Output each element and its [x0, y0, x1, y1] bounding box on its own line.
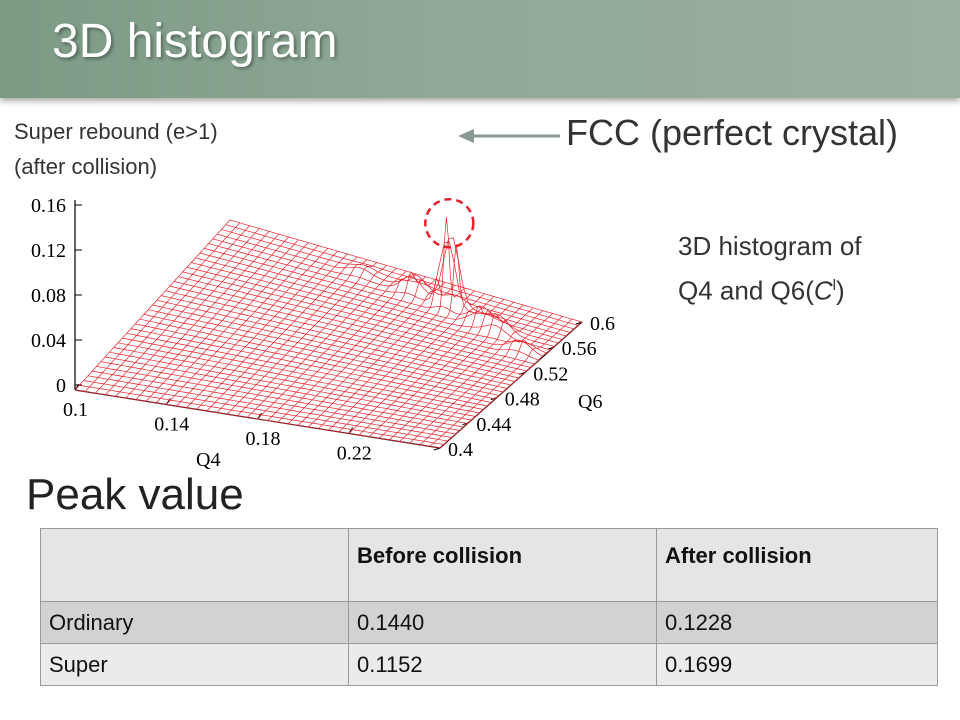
plot-annotations	[424, 129, 560, 249]
mesh-line-q4	[87, 375, 452, 438]
mesh-line-q4	[130, 328, 492, 403]
q6-tick-label: 0.56	[562, 338, 597, 360]
q6-tick-label: 0.6	[590, 313, 615, 335]
fcc-arrow-head	[458, 129, 474, 143]
mesh-line-q4	[212, 237, 567, 337]
mesh-line-q4	[96, 366, 460, 431]
z-tick-label: 0.04	[31, 330, 66, 352]
table-cell: Super	[40, 643, 349, 686]
peak-value-heading: Peak value	[26, 470, 244, 519]
z-tick-label: 0.08	[31, 285, 66, 307]
mesh-line-q4	[105, 356, 468, 424]
q6-tick	[575, 321, 583, 325]
q4-tick-label: 0.22	[337, 443, 372, 465]
table-row: Ordinary 0.1440 0.1228	[40, 601, 938, 644]
hist-caption-sup: l	[832, 277, 836, 294]
table-header-cell	[40, 528, 349, 602]
mesh-line-q4	[186, 266, 543, 357]
hist-caption-prefix: Q4 and Q6(	[678, 275, 814, 306]
hist-caption-line-2: Q4 and Q6(Cl)	[678, 266, 862, 311]
mesh-line-q4	[109, 351, 472, 421]
table-cell: 0.1699	[656, 643, 938, 686]
fcc-peak-circle	[424, 197, 475, 249]
q4-tick-label: 0.18	[246, 428, 281, 450]
mesh-line-q4	[204, 247, 559, 344]
surface-plot: 0 0.04 0.08 0.12 0.16 0.1 0.14 0.18 0.22 0.40.44 0…	[31, 129, 615, 471]
mesh-line-q4	[139, 318, 500, 396]
mesh-line-q4	[74, 389, 441, 449]
hist-caption-line-1: 3D histogram of	[678, 231, 862, 261]
mesh-line-q4	[225, 224, 579, 326]
mesh-line-q4	[173, 281, 531, 368]
mesh-line-q4	[182, 271, 539, 361]
mesh-line-q4	[221, 229, 575, 330]
mesh-line-q4	[79, 384, 444, 445]
peak-value-table: Before collision After collision Ordinar…	[40, 528, 938, 686]
plot-labels: 0 0.04 0.08 0.12 0.16 0.1 0.14 0.18 0.22 0.40.44 0…	[31, 195, 615, 471]
mesh-line-q4	[217, 233, 571, 333]
z-tick-label: 0	[56, 375, 66, 397]
mesh-line-q4	[169, 285, 527, 372]
mesh-line-q4	[229, 219, 583, 323]
histogram-description: 3D histogram of Q4 and Q6(Cl)	[678, 226, 862, 311]
q6-tick	[433, 447, 441, 451]
fcc-annotation-label: FCC (perfect crystal)	[566, 112, 899, 153]
mesh-line-q4	[156, 299, 515, 382]
table-row: Super 0.1152 0.1699	[40, 643, 938, 686]
z-tick-label: 0.16	[31, 195, 66, 217]
table-header-row: Before collision After collision	[40, 528, 938, 602]
mesh-line-q4	[92, 370, 456, 435]
table-cell: 0.1152	[348, 643, 657, 686]
mesh-line-q6	[287, 278, 436, 425]
hist-caption-italic: C	[813, 275, 833, 306]
mesh-line-q4	[161, 295, 519, 379]
table-header-cell: Before collision	[348, 528, 657, 602]
q6-axis-label: Q6	[578, 391, 602, 413]
title-bar: 3D histogram	[0, 0, 960, 98]
mesh-line-q4	[143, 314, 504, 393]
mesh-line-q4	[191, 262, 547, 354]
q6-tick-label: 0.44	[476, 414, 511, 436]
hist-caption-suffix: )	[835, 275, 845, 306]
caption-line-2: (after collision)	[14, 154, 158, 179]
z-tick-label: 0.12	[31, 240, 66, 262]
mesh-line-q4	[208, 241, 563, 340]
table-cell: Ordinary	[40, 601, 349, 644]
mesh-line-q4	[113, 347, 476, 417]
mesh-line-q4	[148, 309, 508, 389]
surface-mesh	[74, 216, 583, 449]
mesh-line-q4	[165, 290, 523, 375]
q6-tick-label: 0.48	[505, 389, 540, 411]
mesh-line-q4	[135, 323, 496, 400]
q4-tick-label: 0.1	[63, 399, 88, 421]
chart-caption: Super rebound (e>1) (after collision)	[14, 114, 218, 184]
table-cell: 0.1228	[656, 601, 938, 644]
mesh-line-q4	[122, 337, 484, 410]
mesh-line-q4	[152, 304, 512, 386]
q6-tick-label: 0.52	[533, 363, 568, 385]
table-cell: 0.1440	[348, 601, 657, 644]
q4-axis-label: Q4	[196, 449, 220, 471]
mesh-line-q4	[199, 252, 555, 347]
mesh-line-q4	[126, 332, 488, 407]
q6-tick	[547, 346, 554, 350]
q4-tick-label: 0.14	[154, 414, 189, 436]
page-title: 3D histogram	[52, 15, 338, 68]
mesh-line-q4	[118, 342, 480, 414]
mesh-line-q4	[178, 276, 535, 365]
mesh-line-q4	[83, 380, 448, 442]
table-header-cell: After collision	[656, 528, 938, 602]
plot-axes	[74, 200, 583, 451]
mesh-line-q4	[100, 361, 464, 428]
mesh-line-q4	[195, 257, 551, 351]
q6-tick-label: 0.4	[448, 439, 473, 461]
caption-line-1: Super rebound (e>1)	[14, 119, 218, 144]
